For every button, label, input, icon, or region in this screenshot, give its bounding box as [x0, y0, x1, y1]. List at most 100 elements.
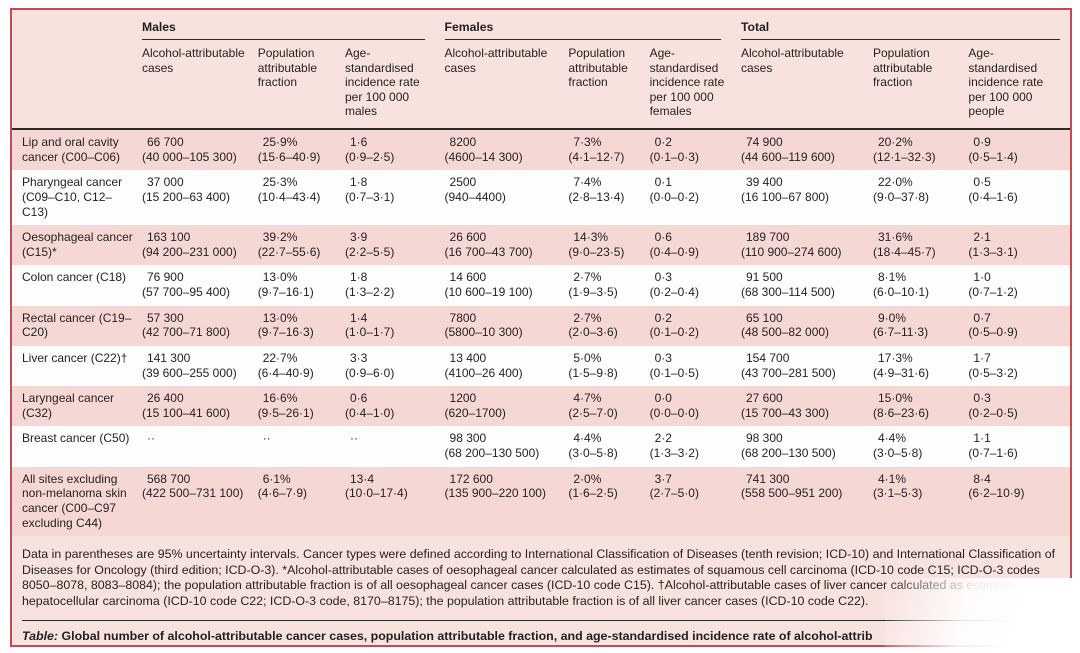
cell-value: 4·4%: [573, 431, 602, 446]
data-cell: 4·7% (2·5–7·0): [568, 386, 649, 426]
cell-value: 2·1: [973, 230, 991, 245]
cell-range: (1·9–3·5): [568, 285, 618, 299]
data-cell: 141 300 (39 600–255 000): [142, 346, 258, 386]
cell-value: 2·2: [654, 431, 672, 446]
cell-value: 163 100: [146, 230, 191, 245]
cell-range: (15·6–40·9): [257, 149, 321, 164]
cell-value: 39 400: [745, 175, 783, 190]
cell-value: 3·9: [350, 230, 368, 245]
data-cell: 65 100 (48 500–82 000): [741, 306, 873, 346]
cell-value: 0·6: [350, 391, 368, 406]
cell-value: 8·4: [973, 471, 991, 486]
row-label: Lip and oral cavity cancer (C00–C06): [22, 135, 121, 164]
subheader-cell: Population attributable fraction: [872, 39, 969, 131]
cell-value: 17·3%: [877, 350, 913, 365]
cell-value: 0·2: [654, 135, 672, 149]
data-cell: 25·9% (15·6–40·9): [258, 129, 345, 170]
data-cell: 17·3% (4·9–31·6): [873, 346, 968, 386]
cell-value: 13 400: [449, 350, 487, 365]
cell-range: (12·1–32·3): [872, 149, 936, 164]
data-cell: 1·4 (1·0–1·7): [345, 306, 445, 346]
data-cell: 7800 (5800–10 300): [445, 306, 569, 346]
cell-range: (44 600–119 600): [740, 149, 835, 164]
data-cell: 76 900 (57 700–95 400): [142, 265, 258, 305]
cell-value: 0·0: [654, 391, 672, 406]
cell-value: 22·0%: [877, 175, 913, 190]
row-label: All sites excluding non-melanoma skin ca…: [22, 471, 127, 530]
group-header-females: Females: [444, 10, 741, 40]
cell-value: 7·4%: [573, 175, 602, 190]
cell-range: (3·0–5·8): [568, 446, 618, 460]
data-cell: 8·4 (6·2–10·9): [968, 467, 1070, 537]
cell-range: (1·3–3·2): [649, 446, 699, 460]
row-label: Liver cancer (C22)†: [22, 350, 128, 365]
cell-value: 39·2%: [262, 230, 298, 245]
cell-range: (5800–10 300): [444, 325, 523, 340]
cell-value: 0·3: [654, 270, 672, 285]
cell-value: 8·1%: [877, 270, 906, 285]
table-caption: Table: Global number of alcohol-attribut…: [22, 619, 1060, 643]
data-cell: 568 700 (422 500–731 100): [142, 467, 258, 537]
subheader-cell: Age-standardised incidence rate per 100 …: [649, 39, 741, 131]
data-cell: 39·2% (22·7–55·6): [258, 225, 345, 265]
data-cell: 163 100 (94 200–231 000): [142, 225, 258, 265]
data-cell: 189 700 (110 900–274 600): [741, 225, 873, 265]
cell-value: 37 000: [146, 175, 184, 190]
cell-range: (0·0–0·0): [649, 405, 699, 420]
data-cell: 0·6 (0·4–1·0): [345, 386, 445, 426]
cell-value: 1·8: [350, 270, 368, 285]
data-cell: 14·3% (9·0–23·5): [568, 225, 649, 265]
data-cell: 1·6 (0·9–2·5): [345, 129, 445, 170]
cell-value: 5·0%: [573, 350, 602, 365]
table-row: Rectal cancer (C19–C20) 57 300 (42 700–71…: [12, 305, 1070, 346]
cell-value: 8200: [449, 135, 477, 149]
cell-value: 0·9: [973, 135, 991, 149]
cell-value: 1·0: [973, 270, 991, 285]
data-cell: 74 900 (44 600–119 600): [741, 129, 873, 170]
table-row: Liver cancer (C22)† 141 300 (39 600–255 0…: [12, 345, 1070, 387]
cell-value: 7800: [449, 310, 477, 325]
cell-value: 0·3: [973, 391, 991, 406]
data-cell: 13·0% (9·7–16·3): [258, 306, 345, 346]
cell-range: (18·4–45·7): [872, 244, 936, 259]
data-cell: 0·7 (0·5–0·9): [968, 306, 1070, 346]
cell-range: (6·7–11·3): [872, 325, 929, 340]
cell-value: 16·6%: [262, 391, 298, 406]
cell-value: 741 300: [745, 471, 790, 486]
data-cell: 27 600 (15 700–43 300): [741, 386, 873, 426]
cell-range: (0·5–1·4): [968, 149, 1018, 164]
cell-value: 13·0%: [262, 310, 298, 325]
subheader-cell: Age-standardised incidence rate per 100 …: [968, 39, 1070, 131]
cell-value: 13·0%: [262, 270, 298, 285]
cell-range: (8·6–23·6): [872, 405, 929, 420]
data-cell: 3·7 (2·7–5·0): [650, 467, 741, 537]
data-cell: 1200 (620–1700): [445, 386, 569, 426]
caption-text: Global number of alcohol-attributable ca…: [61, 628, 873, 643]
cell-range: (0·7–1·6): [968, 446, 1018, 460]
row-label: Pharyngeal cancer (C09–C10, C12–C13): [22, 175, 123, 219]
cell-range: (4100–26 400): [444, 365, 523, 380]
data-cell: ··: [345, 426, 445, 466]
data-cell: 22·7% (6·4–40·9): [258, 346, 345, 386]
cell-range: (57 700–95 400): [141, 285, 231, 299]
group-label-males: Males: [141, 20, 425, 40]
data-cell: 15·0% (8·6–23·6): [873, 386, 968, 426]
data-cell: 25·3% (10·4–43·4): [258, 170, 345, 225]
cell-value: 13·4: [350, 471, 375, 486]
cell-range: (1·5–9·8): [568, 365, 618, 380]
data-cell: 1·1 (0·7–1·6): [968, 426, 1070, 466]
data-cell: 2·2 (1·3–3·2): [650, 426, 741, 466]
table-header: Males Females Total Alcohol-attributable…: [12, 10, 1070, 131]
data-cell: 0·5 (0·4–1·6): [968, 170, 1070, 225]
cell-range: (4·1–12·7): [568, 149, 625, 164]
cell-value: 0·6: [654, 230, 672, 245]
data-cell: 2·1 (1·3–3·1): [968, 225, 1070, 265]
cell-value: 27 600: [745, 391, 783, 406]
cell-range: (0·4–0·9): [649, 244, 699, 259]
data-cell: 1·8 (0·7–3·1): [345, 170, 445, 225]
data-cell: 0·3 (0·2–0·5): [968, 386, 1070, 426]
cell-range: (40 000–105 300): [141, 149, 237, 164]
group-label-total: Total: [740, 20, 1060, 40]
data-cell: 26 400 (15 100–41 600): [142, 386, 258, 426]
table-panel: Males Females Total Alcohol-attributable…: [10, 8, 1072, 647]
